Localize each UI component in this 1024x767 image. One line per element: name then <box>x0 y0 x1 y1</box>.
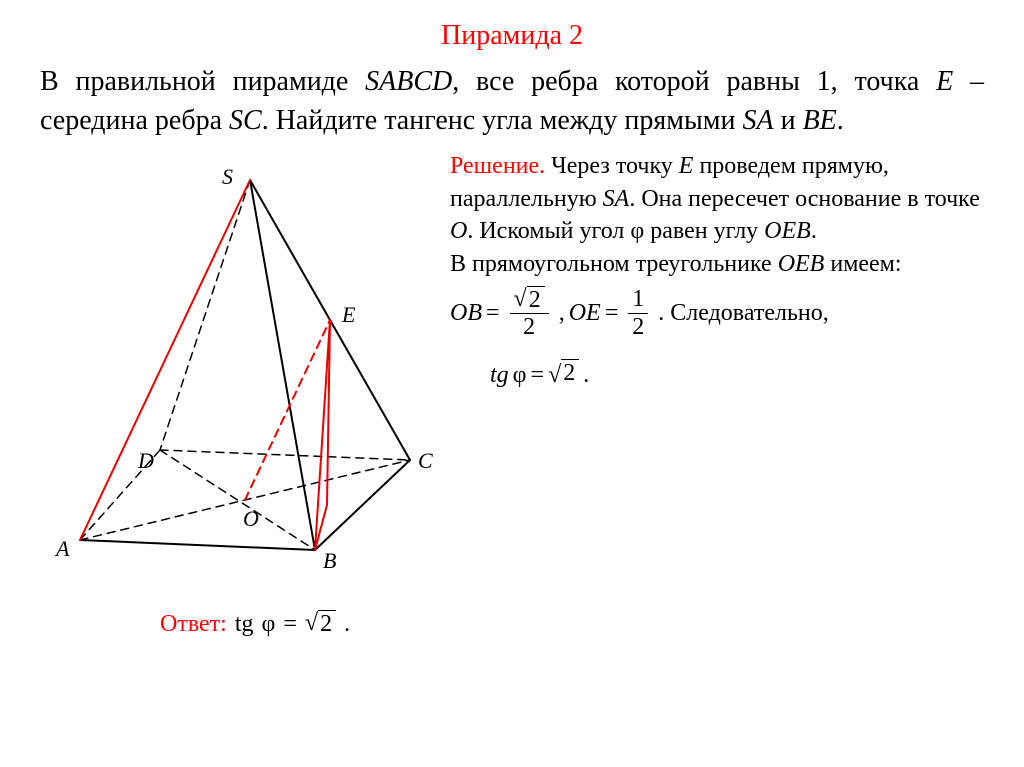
txt: . Она пересечет основание в точке <box>629 186 980 212</box>
fraction-root2-over-2: √2 2 <box>510 286 549 341</box>
radicand: 2 <box>561 359 579 386</box>
radicand: 2 <box>318 610 336 637</box>
svg-text:A: A <box>54 536 70 561</box>
diagram-column: S A B C D E O <box>40 150 440 590</box>
txt: и <box>774 105 803 136</box>
sqrt-icon: √2 <box>514 286 545 313</box>
fraction-1-over-2: 1 2 <box>628 286 648 340</box>
phi: φ <box>262 611 276 638</box>
var-E: E <box>936 66 953 97</box>
phi: φ <box>513 359 527 391</box>
txt: имеем: <box>824 251 901 277</box>
var-pyramid: SABCD <box>365 66 452 97</box>
answer-row: Ответ: tgφ = √2. <box>160 610 984 637</box>
svg-text:S: S <box>222 164 233 189</box>
equation-line-1: OB = √2 2 , OE = 1 2 . Следовательно, <box>450 286 984 341</box>
sqrt-icon: √2 <box>305 610 336 637</box>
tg: tg <box>490 359 509 391</box>
answer-label: Ответ: <box>160 611 227 638</box>
var: OEB <box>778 251 825 277</box>
pyramid-diagram: S A B C D E O <box>40 150 440 590</box>
var: E <box>679 153 694 179</box>
eq: = <box>486 297 500 329</box>
problem-statement: В правильной пирамиде SABCD, все ребра к… <box>40 62 984 140</box>
eq: = <box>531 359 545 391</box>
period: . <box>583 359 589 391</box>
equation-line-2: tgφ = √2. <box>490 359 984 391</box>
txt: В прямоугольном треугольнике <box>450 251 778 277</box>
eq: = <box>605 297 619 329</box>
svg-text:B: B <box>323 548 336 573</box>
var-OE: OE <box>569 297 601 329</box>
sqrt-icon: √2 <box>548 359 579 391</box>
svg-text:E: E <box>341 302 356 327</box>
txt: . Следовательно, <box>658 297 828 329</box>
period: . <box>344 611 350 638</box>
var: OEB <box>764 218 811 244</box>
solution-text-2: В прямоугольном треугольнике OEB имеем: <box>450 248 984 280</box>
txt: . Искомый угол φ равен углу <box>467 218 764 244</box>
var-SA: SA <box>742 105 773 136</box>
solution-label: Решение. <box>450 153 545 179</box>
var: O <box>450 218 467 244</box>
page-title: Пирамида 2 <box>40 20 984 52</box>
svg-text:C: C <box>418 448 433 473</box>
txt: . <box>811 218 817 244</box>
txt: . <box>837 105 844 136</box>
comma: , <box>559 297 565 329</box>
svg-text:O: O <box>243 506 259 531</box>
solution-column: Решение. Через точку E проведем прямую, … <box>440 150 984 391</box>
var-OB: OB <box>450 297 482 329</box>
txt: , все ребра которой равны 1, точка <box>452 66 936 97</box>
txt: . Найдите тангенс угла между прямыми <box>262 105 743 136</box>
solution-text: Решение. Через точку E проведем прямую, … <box>450 150 984 247</box>
content-row: SABCDEO Решение. Через точку E проведем … <box>40 150 984 590</box>
var-SC: SC <box>229 105 262 136</box>
den: 2 <box>628 314 648 340</box>
num: 1 <box>628 286 648 313</box>
var: SA <box>603 186 630 212</box>
txt: В правильной пирамиде <box>40 66 365 97</box>
var-BE: BE <box>803 105 837 136</box>
eq: = <box>283 611 297 638</box>
svg-text:D: D <box>137 448 154 473</box>
radicand: 2 <box>527 286 545 313</box>
tg: tg <box>235 611 254 638</box>
txt: Через точку <box>545 153 679 179</box>
den: 2 <box>519 314 539 340</box>
